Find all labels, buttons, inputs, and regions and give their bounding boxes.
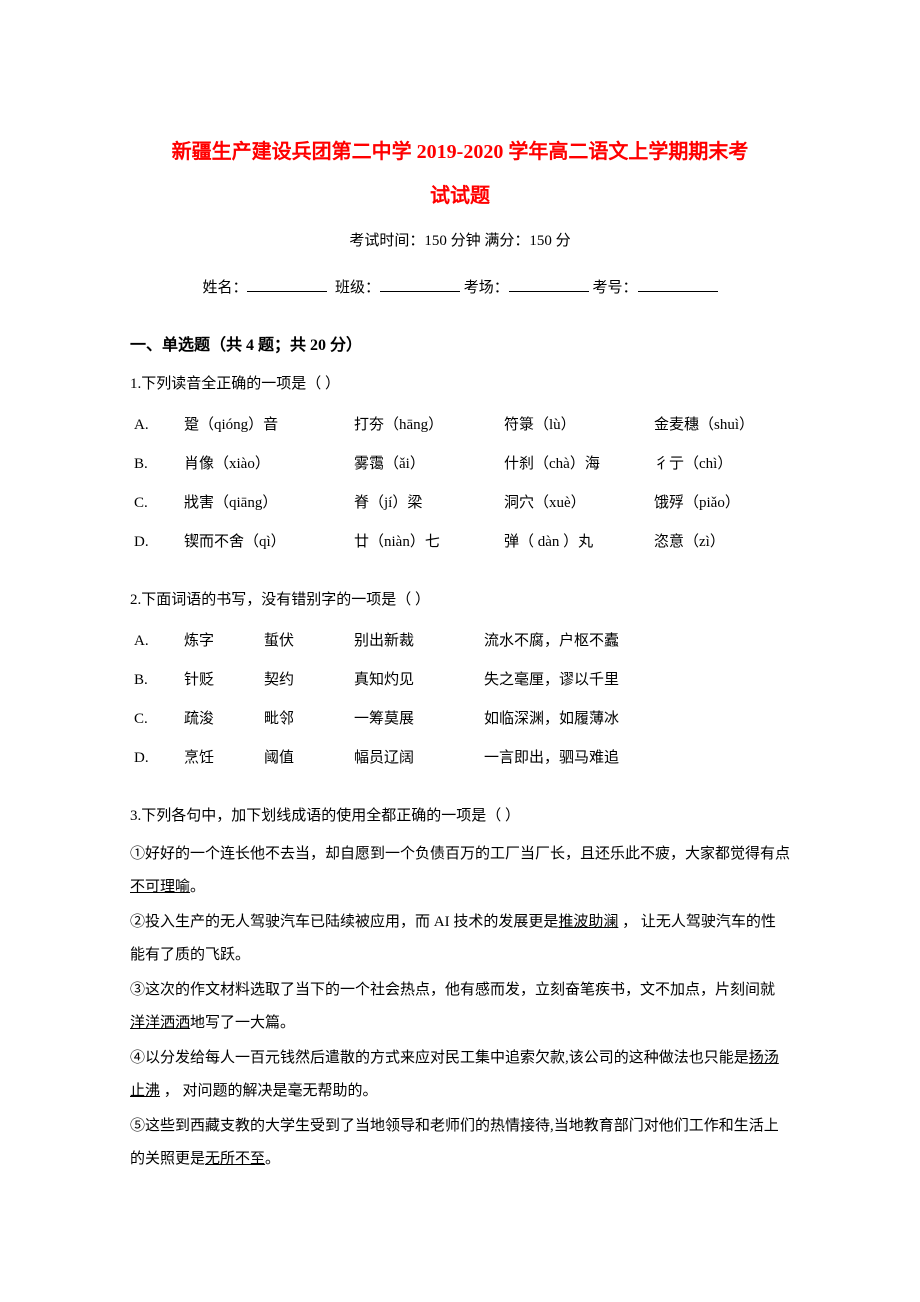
q3-i3-prefix: ③这次的作文材料选取了当下的一个社会热点，他有感而发，立刻奋笔疾书，文不加点，片…: [130, 982, 775, 998]
q3-item-3: ③这次的作文材料选取了当下的一个社会热点，他有感而发，立刻奋笔疾书，文不加点，片…: [130, 974, 790, 1040]
table-row: A. 炼字 蜇伏 别出新裁 流水不腐，户枢不蠹: [130, 622, 790, 661]
q1-a-3: 符箓（lù）: [500, 406, 650, 445]
q3-i3-suffix: 地写了一大篇。: [190, 1015, 295, 1031]
q1-d-3: 弹（ dàn ）丸: [500, 523, 650, 562]
q2-c-label: C.: [130, 700, 180, 739]
q1-c-3: 洞穴（xuè）: [500, 484, 650, 523]
q3-i1-u: 不可理喻: [130, 879, 190, 895]
q1-b-3: 什刹（chà）海: [500, 445, 650, 484]
name-label: 姓名：: [202, 280, 247, 296]
q3-item-1: ①好好的一个连长他不去当，却自愿到一个负债百万的工厂当厂长，且还乐此不疲，大家都…: [130, 838, 790, 904]
q3-item-2: ②投入生产的无人驾驶汽车已陆续被应用，而 AI 技术的发展更是推波助澜 ， 让无…: [130, 906, 790, 972]
q1-c-4: 饿殍（piǎo）: [650, 484, 790, 523]
q3-i5-suffix: 。: [265, 1151, 280, 1167]
id-label: 考号：: [593, 280, 638, 296]
q2-a-2: 蜇伏: [260, 622, 350, 661]
q3-i2-prefix: ②投入生产的无人驾驶汽车已陆续被应用，而 AI 技术的发展更是: [130, 914, 558, 930]
table-row: C. 疏浚 毗邻 一筹莫展 如临深渊，如履薄冰: [130, 700, 790, 739]
q2-d-label: D.: [130, 739, 180, 778]
q2-b-label: B.: [130, 661, 180, 700]
q1-b-2: 雾霭（ǎi）: [350, 445, 500, 484]
room-blank: [509, 277, 589, 292]
table-row: A. 跫（qióng）音 打夯（hāng） 符箓（lù） 金麦穗（shuì）: [130, 406, 790, 445]
q3-i1-prefix: ①好好的一个连长他不去当，却自愿到一个负债百万的工厂当厂长，且还乐此不疲，大家都…: [130, 846, 790, 862]
title-line-1: 新疆生产建设兵团第二中学 2019-2020 学年高二语文上学期期末考: [130, 130, 790, 174]
q3-i5-u: 无所不至: [205, 1151, 265, 1167]
table-row: D. 烹饪 阈值 幅员辽阔 一言即出，驷马难追: [130, 739, 790, 778]
q1-a-2: 打夯（hāng）: [350, 406, 500, 445]
q1-c-label: C.: [130, 484, 180, 523]
q1-options: A. 跫（qióng）音 打夯（hāng） 符箓（lù） 金麦穗（shuì） B…: [130, 406, 790, 562]
table-row: D. 锲而不舍（qì） 廿（niàn）七 弹（ dàn ）丸 恣意（zì）: [130, 523, 790, 562]
q2-d-1: 烹饪: [180, 739, 260, 778]
q1-d-2: 廿（niàn）七: [350, 523, 500, 562]
exam-info: 考试时间：150 分钟 满分：150 分: [130, 228, 790, 255]
q2-d-4: 一言即出，驷马难追: [480, 739, 790, 778]
q1-c-1: 戕害（qiāng）: [180, 484, 350, 523]
q1-a-4: 金麦穗（shuì）: [650, 406, 790, 445]
q3-i4-prefix: ④以分发给每人一百元钱然后遣散的方式来应对民工集中追索欠款,该公司的这种做法也只…: [130, 1050, 749, 1066]
q1-c-2: 脊（jí）梁: [350, 484, 500, 523]
class-label: 班级：: [335, 280, 380, 296]
q2-c-2: 毗邻: [260, 700, 350, 739]
id-blank: [638, 277, 718, 292]
section-1-header: 一、单选题（共 4 题；共 20 分）: [130, 332, 790, 361]
q3-i1-suffix: 。: [190, 879, 205, 895]
q2-stem: 2.下面词语的书写，没有错别字的一项是（ ）: [130, 587, 790, 614]
table-row: B. 针贬 契约 真知灼见 失之毫厘，谬以千里: [130, 661, 790, 700]
q1-a-1: 跫（qióng）音: [180, 406, 350, 445]
q2-a-3: 别出新裁: [350, 622, 480, 661]
student-info: 姓名： 班级： 考场： 考号：: [130, 275, 790, 302]
q2-a-4: 流水不腐，户枢不蠹: [480, 622, 790, 661]
q3-stem: 3.下列各句中，加下划线成语的使用全都正确的一项是（ ）: [130, 803, 790, 830]
q3-i4-suffix: ， 对问题的解决是毫无帮助的。: [160, 1083, 378, 1099]
q2-b-3: 真知灼见: [350, 661, 480, 700]
room-label: 考场：: [464, 280, 509, 296]
q2-c-3: 一筹莫展: [350, 700, 480, 739]
q2-c-4: 如临深渊，如履薄冰: [480, 700, 790, 739]
exam-title: 新疆生产建设兵团第二中学 2019-2020 学年高二语文上学期期末考 试试题: [130, 130, 790, 218]
q2-options: A. 炼字 蜇伏 别出新裁 流水不腐，户枢不蠹 B. 针贬 契约 真知灼见 失之…: [130, 622, 790, 778]
q1-d-label: D.: [130, 523, 180, 562]
q2-b-2: 契约: [260, 661, 350, 700]
q2-c-1: 疏浚: [180, 700, 260, 739]
q3-item-4: ④以分发给每人一百元钱然后遣散的方式来应对民工集中追索欠款,该公司的这种做法也只…: [130, 1042, 790, 1108]
q2-b-4: 失之毫厘，谬以千里: [480, 661, 790, 700]
q2-a-1: 炼字: [180, 622, 260, 661]
q2-a-label: A.: [130, 622, 180, 661]
q1-b-label: B.: [130, 445, 180, 484]
title-line-2: 试试题: [130, 174, 790, 218]
name-blank: [247, 277, 327, 292]
q3-item-5: ⑤这些到西藏支教的大学生受到了当地领导和老师们的热情接待,当地教育部门对他们工作…: [130, 1110, 790, 1176]
q2-b-1: 针贬: [180, 661, 260, 700]
q3-i2-u: 推波助澜: [558, 914, 618, 930]
table-row: C. 戕害（qiāng） 脊（jí）梁 洞穴（xuè） 饿殍（piǎo）: [130, 484, 790, 523]
q3-i3-u: 洋洋洒洒: [130, 1015, 190, 1031]
q2-d-2: 阈值: [260, 739, 350, 778]
table-row: B. 肖像（xiào） 雾霭（ǎi） 什刹（chà）海 彳亍（chì）: [130, 445, 790, 484]
q1-d-1: 锲而不舍（qì）: [180, 523, 350, 562]
class-blank: [380, 277, 460, 292]
q1-b-4: 彳亍（chì）: [650, 445, 790, 484]
q1-b-1: 肖像（xiào）: [180, 445, 350, 484]
q1-a-label: A.: [130, 406, 180, 445]
q1-d-4: 恣意（zì）: [650, 523, 790, 562]
q1-stem: 1.下列读音全正确的一项是（ ）: [130, 371, 790, 398]
q2-d-3: 幅员辽阔: [350, 739, 480, 778]
